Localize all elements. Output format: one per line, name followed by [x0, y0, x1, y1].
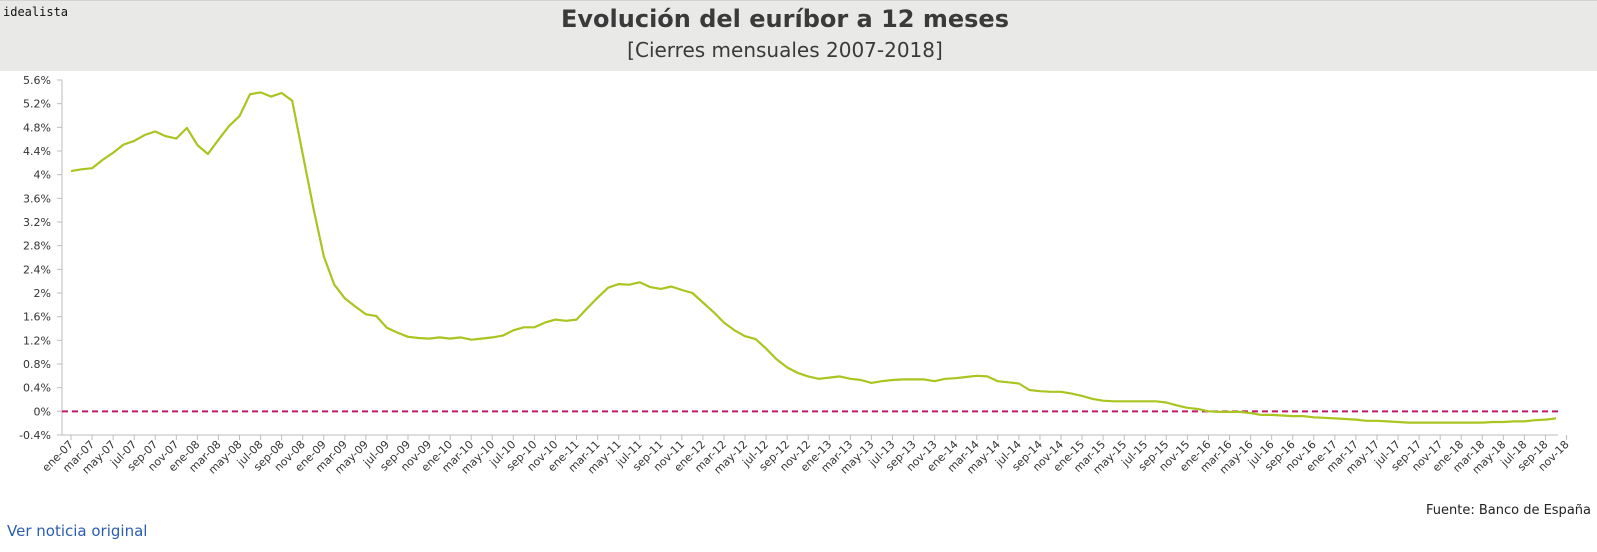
y-tick-label: 2% [34, 287, 51, 300]
y-tick-label: 1.2% [23, 334, 51, 347]
chart-source: Fuente: Banco de España [1425, 503, 1591, 518]
chart-subtitle: [Cierres mensuales 2007-2018] [627, 38, 943, 62]
original-news-link[interactable]: Ver noticia original [7, 522, 148, 540]
brand-logo: idealista [3, 5, 69, 19]
y-tick-label: 3.6% [23, 192, 51, 205]
line-chart: -0.4% 0% 0.4% 0.8% 1.2% 1.6% 2% 2.4% 2.8% 3.2% 3.6… [19, 74, 1572, 477]
chart-header: idealista Evolución del euríbor a 12 mes… [0, 0, 1597, 71]
y-tick-label: 2.8% [23, 240, 51, 253]
y-tick-label: 5.2% [23, 98, 51, 111]
y-tick-label: 4% [34, 169, 51, 182]
y-tick-label: 2.4% [23, 263, 51, 276]
y-tick-label: 4.8% [23, 121, 51, 134]
euribor-series-line [70, 91, 1557, 424]
y-tick-label: -0.4% [19, 429, 51, 442]
y-tick-label: 4.4% [23, 145, 51, 158]
chart-title: Evolución del euríbor a 12 meses [561, 5, 1009, 33]
y-tick-label: 3.2% [23, 216, 51, 229]
y-tick-label: 5.6% [23, 74, 51, 87]
y-tick-label: 0.8% [23, 358, 51, 371]
y-tick-label: 0.4% [23, 382, 51, 395]
y-tick-label: 0% [34, 405, 51, 418]
y-tick-label: 1.6% [23, 311, 51, 324]
